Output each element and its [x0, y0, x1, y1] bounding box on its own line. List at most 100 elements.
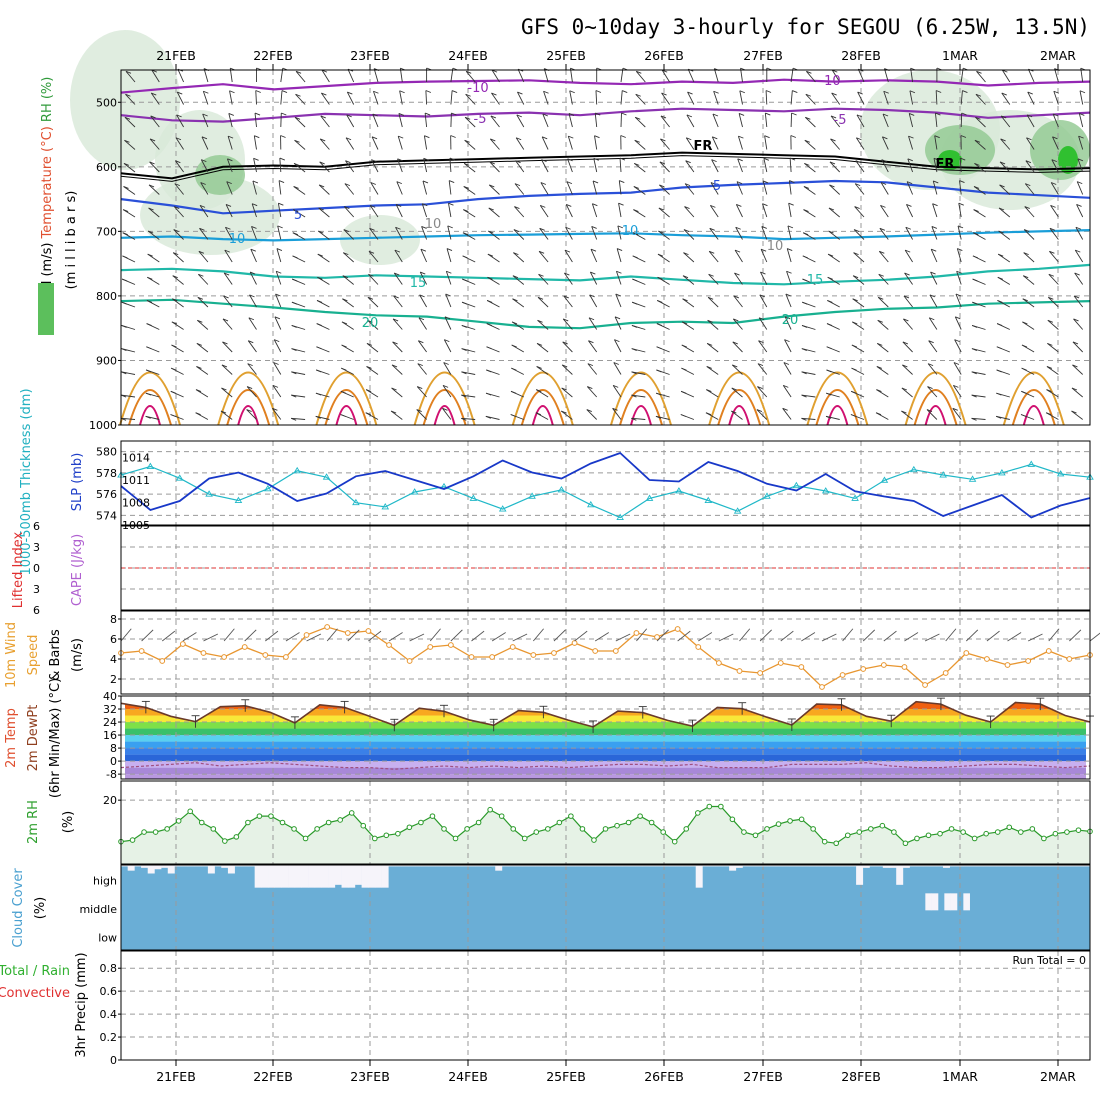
contour-label-3: -5 — [834, 113, 847, 128]
cloud-gap-high-106 — [829, 865, 837, 867]
cloud-gap-high-22 — [268, 865, 276, 888]
wind-barb-flag — [904, 272, 910, 276]
wind-barb — [589, 294, 598, 308]
cloud-gap-high-42 — [401, 865, 409, 867]
wind-barb-flag — [999, 161, 1006, 165]
wind-barb-flag — [516, 114, 522, 118]
ylabel-part-upper-2: RH (%) — [40, 77, 55, 122]
wind-barb-flag — [826, 369, 832, 373]
wind-speed-point-15 — [427, 644, 434, 650]
wind-barb-flag — [681, 321, 688, 325]
wind-barb-flag — [621, 112, 627, 116]
wind-barb-flag — [909, 112, 915, 116]
ytick-temp-1: 0 — [110, 755, 117, 768]
wind-barb-10m-36 — [862, 629, 876, 642]
wind-barb — [280, 90, 283, 105]
wind-barb — [683, 229, 695, 240]
wind-barb-flag — [221, 364, 228, 368]
wind-barb-flag — [906, 203, 912, 207]
wind-barb — [419, 294, 427, 308]
cloud-gap-high-58 — [508, 865, 516, 867]
wind-barb — [787, 225, 792, 240]
wind-speed-point-9 — [303, 632, 310, 638]
wind-barb — [591, 226, 598, 240]
wind-barb-10m-47 — [1089, 632, 1100, 642]
wind-barb-flag — [125, 70, 132, 74]
wind-barb — [442, 385, 452, 398]
cloud-gap-high-105 — [822, 865, 830, 867]
wind-barb-flag — [971, 417, 977, 421]
wind-barb-flag — [341, 367, 347, 371]
wind-barb — [276, 248, 282, 263]
wind-barb-flag — [566, 203, 572, 207]
wind-barb — [513, 229, 525, 240]
wind-barb — [588, 317, 598, 330]
wind-barb-flag — [201, 159, 207, 163]
wind-barb-flag — [802, 255, 808, 259]
wind-barb — [277, 203, 282, 218]
wind-barb — [399, 90, 403, 105]
wind-barb-flag — [251, 226, 257, 229]
wind-barb-10m-25 — [636, 628, 648, 642]
thickness-point-26 — [880, 476, 889, 483]
wind-barb-flag — [852, 321, 858, 325]
wind-barb — [586, 386, 598, 398]
cloud-gap-high-125 — [956, 865, 964, 867]
wind-barb — [1024, 183, 1035, 195]
wind-barb — [121, 394, 136, 398]
cloud-gap-middle-133 — [963, 893, 970, 911]
wind-barb — [1026, 114, 1035, 128]
wind-barb — [906, 204, 914, 218]
wind-barb-flag — [738, 135, 744, 139]
wind-barb-10m-42 — [986, 630, 1000, 642]
wind-barb-flag — [851, 367, 857, 371]
wind-barb-flag — [281, 90, 288, 93]
wind-barb-flag — [973, 186, 980, 189]
wind-barb — [932, 180, 938, 195]
wind-barb — [1022, 321, 1035, 330]
wind-barb — [445, 271, 452, 285]
contour-label-8: 10 — [229, 232, 246, 247]
rh-point-14 — [279, 819, 286, 826]
cloud-gap-high-121 — [929, 865, 937, 867]
wind-barb — [123, 186, 136, 195]
wind-barb-flag — [511, 344, 517, 348]
temp-band-6 — [125, 735, 1086, 742]
wind-barb-flag — [246, 386, 253, 390]
wind-barb — [1071, 387, 1083, 398]
wind-barb — [789, 158, 792, 173]
wind-barb-10m-1 — [141, 629, 154, 642]
wind-barb — [784, 316, 792, 330]
wind-barb — [253, 135, 257, 150]
cloud-gap-high-74 — [615, 865, 623, 867]
wind-barb-flag — [463, 186, 469, 189]
wind-barb — [803, 186, 816, 195]
wind-barb-flag — [464, 139, 470, 143]
rh-point-46 — [648, 819, 655, 826]
rh-point-18 — [325, 819, 332, 826]
wind-barb-flag — [880, 182, 887, 185]
wind-barb — [200, 159, 209, 173]
wind-barb — [762, 180, 768, 195]
temp-band-0 — [125, 774, 1086, 779]
wind-barb — [151, 69, 160, 83]
wind-barb — [448, 180, 452, 195]
wind-speed-point-23 — [592, 648, 599, 654]
wind-barb — [880, 182, 889, 195]
rh-point-45 — [637, 813, 643, 819]
wind-barb-flag — [344, 183, 351, 187]
rh-point-5 — [175, 818, 182, 824]
wind-barb-flag — [856, 114, 863, 118]
wind-barb-flag — [590, 248, 597, 252]
wind-barb — [1078, 135, 1084, 150]
wind-barb — [764, 113, 768, 128]
wind-barb-flag — [442, 384, 449, 388]
wind-barb-flag — [975, 93, 982, 97]
rh-point-55 — [752, 832, 759, 839]
wind-speed-point-34 — [819, 684, 825, 690]
wind-barb — [633, 186, 646, 195]
wind-barb-flag — [291, 394, 297, 398]
rh-point-74 — [971, 835, 978, 842]
thickness-point-20 — [704, 496, 713, 503]
wind-barb-10m-28 — [698, 632, 713, 642]
